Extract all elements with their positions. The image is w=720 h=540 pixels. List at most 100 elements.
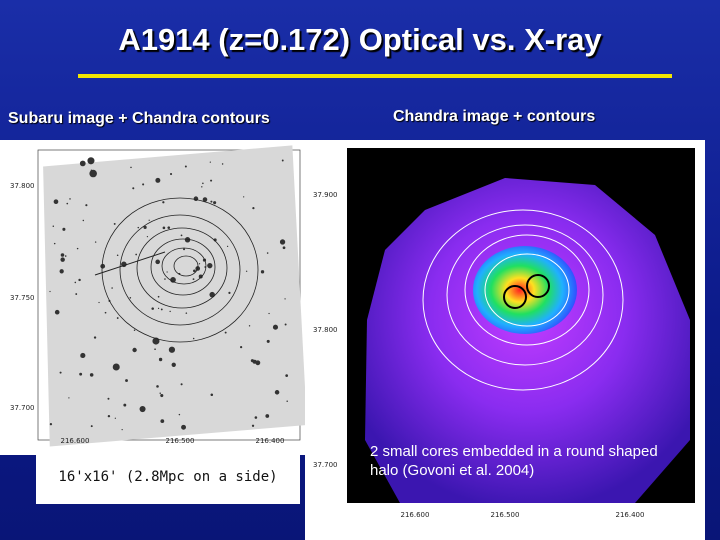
star bbox=[87, 157, 95, 165]
star bbox=[268, 312, 270, 315]
panel-subtitle: Chandra image + contours bbox=[393, 108, 596, 125]
star bbox=[221, 163, 224, 165]
star bbox=[113, 222, 116, 225]
star bbox=[157, 295, 160, 298]
star bbox=[272, 324, 279, 330]
star bbox=[93, 336, 97, 339]
star bbox=[201, 186, 203, 188]
star bbox=[202, 182, 204, 185]
star bbox=[274, 390, 280, 395]
star bbox=[49, 423, 53, 426]
star bbox=[243, 196, 245, 198]
star bbox=[210, 393, 214, 397]
star bbox=[202, 197, 208, 202]
x-tick-label: 216.400 bbox=[616, 511, 645, 519]
star bbox=[166, 271, 168, 273]
star bbox=[180, 234, 183, 237]
star bbox=[284, 323, 287, 326]
panel-caption: 16'x16' (2.8Mpc on a side) bbox=[36, 450, 300, 504]
star bbox=[240, 346, 243, 349]
star bbox=[169, 310, 171, 313]
star bbox=[74, 281, 77, 284]
star bbox=[266, 339, 270, 343]
star bbox=[210, 179, 213, 182]
star bbox=[154, 348, 156, 351]
star bbox=[160, 393, 164, 398]
star bbox=[279, 239, 286, 245]
star bbox=[207, 263, 213, 269]
star bbox=[184, 165, 187, 168]
star bbox=[193, 269, 196, 273]
star bbox=[52, 225, 55, 227]
panel-caption: 2 small cores embedded in a round shaped… bbox=[370, 443, 658, 479]
star bbox=[90, 425, 93, 428]
star bbox=[185, 312, 188, 314]
star bbox=[76, 247, 79, 250]
star bbox=[245, 270, 248, 272]
star bbox=[139, 406, 146, 413]
star bbox=[104, 311, 107, 314]
x-tick-label: 216.400 bbox=[256, 437, 285, 445]
star bbox=[79, 372, 83, 376]
star bbox=[209, 161, 211, 163]
star bbox=[156, 385, 159, 388]
star bbox=[226, 245, 229, 248]
star bbox=[155, 177, 161, 183]
star bbox=[116, 317, 119, 319]
star bbox=[286, 400, 288, 402]
star bbox=[137, 226, 140, 229]
star bbox=[251, 424, 255, 427]
star bbox=[260, 270, 265, 274]
star bbox=[90, 169, 92, 171]
star bbox=[155, 259, 160, 265]
x-tick-label: 216.500 bbox=[166, 437, 195, 445]
star bbox=[159, 392, 161, 394]
star bbox=[116, 254, 119, 256]
star bbox=[62, 227, 66, 231]
star bbox=[89, 373, 94, 377]
star bbox=[80, 352, 86, 359]
x-tick-label: 216.600 bbox=[61, 437, 90, 445]
star bbox=[75, 293, 78, 295]
star bbox=[107, 414, 111, 418]
y-tick-label: 37.800 bbox=[313, 326, 338, 334]
star bbox=[162, 201, 165, 204]
star bbox=[66, 202, 69, 205]
star bbox=[59, 269, 64, 274]
star bbox=[252, 207, 255, 210]
y-tick-label: 37.900 bbox=[313, 191, 338, 199]
star bbox=[112, 363, 120, 371]
star bbox=[143, 225, 147, 230]
star bbox=[180, 383, 183, 386]
star bbox=[192, 337, 195, 340]
star bbox=[285, 374, 289, 377]
star bbox=[157, 307, 160, 310]
star bbox=[85, 204, 88, 207]
star bbox=[164, 278, 166, 280]
star bbox=[129, 297, 132, 299]
star bbox=[60, 253, 65, 257]
star bbox=[169, 172, 173, 176]
star bbox=[151, 307, 154, 310]
star bbox=[198, 263, 201, 265]
xray-image: 37.900 37.800 37.700 216.600 216.500 216… bbox=[305, 140, 705, 540]
y-tick-label: 37.800 bbox=[10, 182, 35, 190]
star bbox=[210, 200, 213, 203]
y-tick-label: 37.700 bbox=[10, 404, 35, 412]
star bbox=[148, 219, 150, 221]
panel-subtitle: Subaru image + Chandra contours bbox=[8, 110, 270, 127]
star bbox=[100, 263, 106, 269]
star bbox=[49, 290, 51, 293]
star bbox=[213, 201, 217, 205]
star bbox=[252, 359, 257, 364]
star bbox=[59, 371, 62, 374]
star bbox=[181, 424, 186, 430]
star bbox=[158, 357, 163, 362]
star bbox=[183, 248, 186, 251]
star bbox=[284, 298, 286, 300]
star bbox=[167, 226, 171, 229]
optical-image: 37.800 37.750 37.700 216.600 216.500 216… bbox=[0, 140, 345, 455]
y-tick-label: 37.700 bbox=[313, 461, 338, 469]
star bbox=[107, 397, 110, 400]
